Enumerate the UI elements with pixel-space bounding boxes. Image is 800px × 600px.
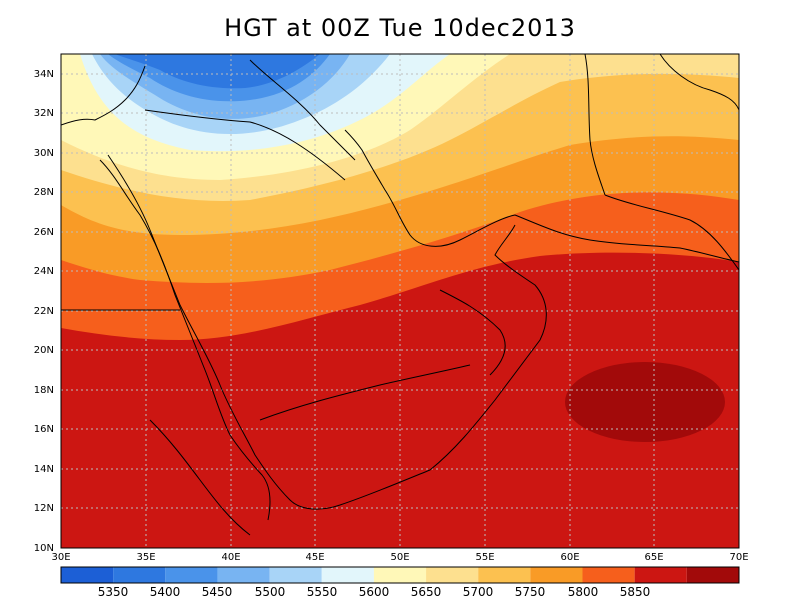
- lat-tick-label: 26N: [34, 227, 54, 238]
- band-5350: [115, 54, 320, 89]
- colorbar-label: 5750: [515, 585, 546, 599]
- colorbar-swatch: [321, 567, 374, 583]
- lat-tick-label: 16N: [34, 424, 54, 435]
- lon-tick-label: 30E: [51, 552, 70, 563]
- colorbar-swatch: [478, 567, 531, 583]
- border-saudi-oman: [439, 289, 506, 376]
- lon-tick-label: 40E: [221, 552, 240, 563]
- longitude-axis: 30E 35E 40E 45E 50E 55E 60E 65E 70E: [51, 552, 748, 563]
- band-5850-high: [565, 362, 725, 442]
- lat-tick-label: 18N: [34, 385, 54, 396]
- colorbar-swatch: [530, 567, 583, 583]
- colorbar-swatch: [582, 567, 635, 583]
- border-pakistan: [604, 194, 739, 271]
- lon-tick-label: 55E: [475, 552, 494, 563]
- latitude-axis: 34N 32N 30N 28N 26N 24N 22N 20N 18N 16N …: [34, 69, 54, 554]
- coastline-red-sea-west: [99, 159, 271, 521]
- map-frame: [60, 53, 740, 549]
- lat-tick-label: 14N: [34, 464, 54, 475]
- coastlines-and-borders: [61, 54, 739, 536]
- colorbar-label: 5800: [568, 585, 599, 599]
- lat-tick-label: 34N: [34, 69, 54, 80]
- colorbar-label: 5450: [202, 585, 233, 599]
- coastline-arabian-sea: [339, 224, 547, 506]
- colorbar-label: 5400: [150, 585, 181, 599]
- colorbar-label: 5850: [620, 585, 651, 599]
- map-gridlines: [61, 54, 739, 548]
- lon-tick-label: 50E: [390, 552, 409, 563]
- chart-title: HGT at 00Z Tue 10dec2013: [224, 14, 576, 42]
- colorbar-swatch: [634, 567, 687, 583]
- colorbar-label: 5650: [411, 585, 442, 599]
- lat-tick-label: 10N: [34, 543, 54, 554]
- colorbar-swatch: [426, 567, 479, 583]
- lat-tick-label: 20N: [34, 345, 54, 356]
- colorbar-swatch: [217, 567, 270, 583]
- colorbar: 5350 5400 5450 5500 5550 5600 5650 5700 …: [60, 566, 740, 599]
- colorbar-label: 5700: [463, 585, 494, 599]
- lat-tick-label: 28N: [34, 187, 54, 198]
- lon-tick-label: 70E: [729, 552, 748, 563]
- lat-tick-label: 32N: [34, 108, 54, 119]
- coastline-red-sea-east: [107, 154, 341, 510]
- coastline-persian-gulf: [344, 129, 516, 247]
- coastline-mediterranean: [61, 65, 146, 126]
- border-saudi-yemen: [259, 364, 471, 421]
- lon-tick-label: 45E: [305, 552, 324, 563]
- lon-tick-label: 65E: [644, 552, 663, 563]
- lat-tick-label: 12N: [34, 503, 54, 514]
- colorbar-label: 5500: [255, 585, 286, 599]
- colorbar-label: 5600: [359, 585, 390, 599]
- colorbar-label: 5350: [98, 585, 129, 599]
- border-afghanistan-pakistan: [659, 54, 739, 111]
- lon-tick-label: 35E: [136, 552, 155, 563]
- colorbar-swatch: [165, 567, 218, 583]
- lat-tick-label: 22N: [34, 306, 54, 317]
- border-iran-iraq: [249, 59, 356, 161]
- colorbar-swatch: [373, 567, 427, 583]
- coastline-iran-south: [514, 214, 739, 263]
- border-saudi-iraq: [144, 109, 346, 181]
- colorbar-frame: [60, 566, 740, 584]
- contour-fill: [61, 54, 739, 548]
- colorbar-swatch: [113, 567, 166, 583]
- colorbar-swatch: [61, 567, 114, 583]
- colorbar-swatch: [269, 567, 322, 583]
- lon-tick-label: 60E: [560, 552, 579, 563]
- lat-tick-label: 30N: [34, 148, 54, 159]
- colorbar-swatch: [686, 567, 739, 583]
- lat-tick-label: 24N: [34, 266, 54, 277]
- border-iran-afghanistan: [584, 54, 606, 196]
- border-sudan-ethiopia: [149, 419, 251, 536]
- colorbar-label: 5550: [307, 585, 338, 599]
